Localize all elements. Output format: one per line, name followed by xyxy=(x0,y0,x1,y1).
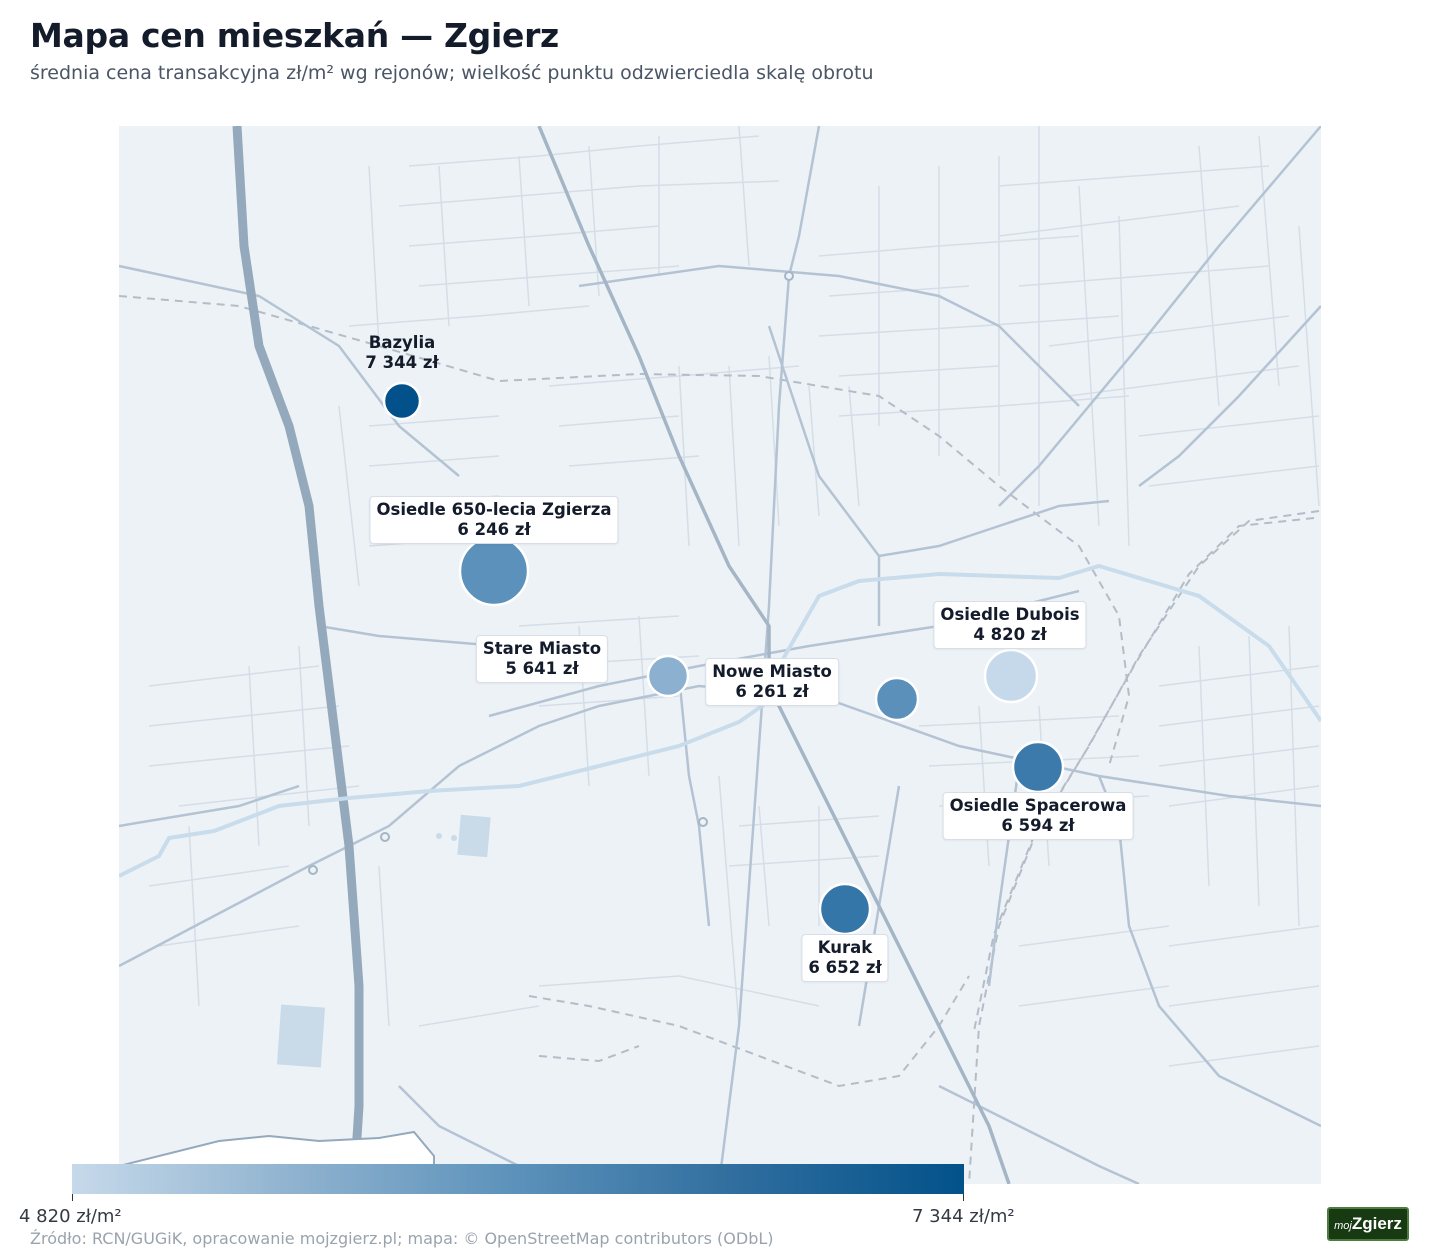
logo-big-text: Zgierz xyxy=(1351,1214,1402,1233)
label-osiedle-650-lecia: Osiedle 650-lecia Zgierza 6 246 zł xyxy=(369,496,619,544)
label-osiedle-dubois: Osiedle Dubois 4 820 zł xyxy=(933,601,1087,649)
label-osiedle-dubois-name: Osiedle Dubois xyxy=(940,605,1080,624)
label-osiedle-spacerowa-price: 6 594 zł xyxy=(1001,816,1075,835)
point-osiedle-650-lecia[interactable] xyxy=(458,535,530,607)
legend-min-label: 4 820 zł/m² xyxy=(19,1206,122,1227)
district-points xyxy=(382,381,1065,936)
label-nowe-miasto: Nowe Miasto 6 261 zł xyxy=(705,658,839,706)
point-nowe-miasto[interactable] xyxy=(874,676,920,722)
label-osiedle-spacerowa: Osiedle Spacerowa 6 594 zł xyxy=(942,792,1134,840)
point-stare-miasto[interactable] xyxy=(646,654,690,698)
map[interactable]: Bazylia 7 344 zł Osiedle 650-lecia Zgier… xyxy=(119,126,1321,1184)
label-kurak: Kurak 6 652 zł xyxy=(801,934,889,982)
color-legend-bar xyxy=(72,1164,964,1194)
label-nowe-miasto-name: Nowe Miasto xyxy=(712,662,832,681)
legend-tick-max xyxy=(963,1194,964,1201)
map-basemap xyxy=(119,126,1321,1184)
label-osiedle-dubois-price: 4 820 zł xyxy=(973,625,1047,644)
point-osiedle-spacerowa[interactable] xyxy=(1011,740,1065,794)
point-bazylia[interactable] xyxy=(382,381,422,421)
label-osiedle-650-lecia-name: Osiedle 650-lecia Zgierza xyxy=(376,500,612,519)
label-osiedle-spacerowa-name: Osiedle Spacerowa xyxy=(949,796,1127,815)
point-kurak[interactable] xyxy=(818,882,872,936)
legend-max-label: 7 344 zł/m² xyxy=(912,1206,1015,1227)
label-bazylia: Bazylia 7 344 zł xyxy=(358,329,445,377)
page-subtitle: średnia cena transakcyjna zł/m² wg rejon… xyxy=(30,62,874,84)
source-note: Źródło: RCN/GUGiK, opracowanie mojzgierz… xyxy=(30,1229,774,1248)
label-kurak-name: Kurak xyxy=(817,938,873,957)
page-title: Mapa cen mieszkań — Zgierz xyxy=(30,16,559,55)
label-stare-miasto-price: 5 641 zł xyxy=(505,659,579,678)
brand-logo[interactable]: mojZgierz xyxy=(1327,1207,1409,1241)
point-osiedle-dubois[interactable] xyxy=(983,648,1039,704)
label-kurak-price: 6 652 zł xyxy=(808,958,882,977)
label-osiedle-650-lecia-price: 6 246 zł xyxy=(457,520,531,539)
label-stare-miasto-name: Stare Miasto xyxy=(482,639,602,658)
label-nowe-miasto-price: 6 261 zł xyxy=(735,682,809,701)
label-stare-miasto: Stare Miasto 5 641 zł xyxy=(475,635,609,683)
logo-small-text: moj xyxy=(1334,1220,1352,1232)
label-bazylia-price: 7 344 zł xyxy=(365,353,439,372)
legend-tick-min xyxy=(72,1194,73,1201)
label-bazylia-name: Bazylia xyxy=(368,333,436,352)
